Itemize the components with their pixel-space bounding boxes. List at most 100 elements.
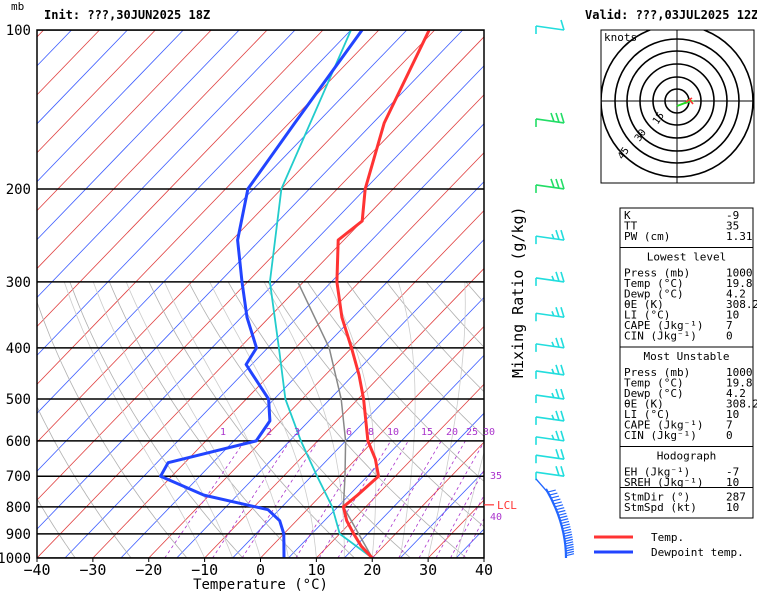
isotherm-line — [0, 30, 435, 558]
barb-shaft — [536, 26, 564, 30]
hodograph-title: knots — [604, 31, 637, 44]
barb-flag — [556, 389, 559, 398]
wind-barb — [536, 307, 564, 321]
mixing-ratio-label: 30 — [483, 427, 495, 438]
barb-flag — [561, 365, 564, 375]
pressure-unit-label: mb — [11, 0, 24, 13]
boundary-layer-barb-tick — [565, 544, 573, 546]
temperature-trace — [337, 30, 429, 558]
moist-adiabat-line — [64, 282, 204, 558]
stat-label: PW (cm) — [624, 230, 670, 243]
barb-flag — [561, 272, 564, 282]
wind-barb — [536, 272, 564, 286]
stat-label: CIN (Jkg⁻¹) — [624, 330, 697, 343]
pressure-tick-label: 700 — [6, 469, 31, 485]
stats-section-title: Hodograph — [657, 450, 717, 463]
wind-barbs — [536, 20, 574, 558]
isotherm-line — [37, 30, 547, 558]
barb-shaft — [536, 236, 564, 240]
dry-adiabat-line — [189, 282, 411, 558]
lcl-label: LCL — [497, 499, 517, 512]
barb-flag — [556, 307, 559, 316]
dry-adiabat-line — [0, 282, 131, 558]
boundary-layer-barb-tick — [561, 521, 569, 523]
moist-adiabat-line — [126, 282, 260, 558]
isotherm-line — [0, 30, 491, 558]
pressure-tick-label: 900 — [6, 527, 31, 543]
barb-flag — [561, 411, 564, 421]
dry-adiabat-line — [307, 282, 578, 558]
barb-shaft — [536, 185, 564, 189]
barb-flag — [561, 230, 564, 240]
init-time: Init: ???,30JUN2025 18Z — [44, 8, 210, 22]
dry-adiabat-line — [30, 282, 187, 558]
barb-flag — [561, 307, 564, 317]
barb-flag — [556, 272, 559, 281]
wind-barb — [536, 449, 564, 463]
pressure-tick-label: 400 — [6, 341, 31, 357]
boundary-layer-barb-tick — [559, 516, 567, 518]
temperature-tick-label: −20 — [135, 561, 162, 579]
boundary-layer-barb-tick — [554, 502, 562, 504]
pressure-tick-label: 100 — [6, 23, 31, 39]
barb-flag — [561, 20, 564, 30]
isotherm-line — [0, 30, 351, 558]
mixing-ratio-line — [319, 441, 391, 558]
boundary-layer-barb-tick — [557, 510, 565, 512]
stat-label: CIN (Jkg⁻¹) — [624, 429, 697, 442]
barb-flag — [556, 365, 559, 374]
barb-flag — [556, 466, 559, 475]
boundary-layer-barb-tick — [555, 505, 563, 507]
legend-label: Dewpoint temp. — [651, 546, 744, 559]
barb-flag — [556, 338, 559, 347]
barb-shaft — [536, 119, 564, 123]
boundary-layer-barb-tick — [566, 549, 574, 551]
temperature-tick-label: 30 — [419, 561, 437, 579]
pressure-tick-label: 600 — [6, 434, 31, 450]
mixing-ratio-label: 15 — [421, 427, 433, 438]
barb-flag — [556, 411, 559, 420]
wind-barb — [536, 389, 564, 403]
barb-flag — [556, 431, 559, 440]
mixing-ratio-label: 10 — [387, 427, 399, 438]
boundary-layer-barb-tick — [558, 513, 566, 515]
barb-shaft — [536, 472, 564, 476]
stat-label: StmSpd (kt) — [624, 501, 697, 514]
boundary-layer-barb-tick — [563, 529, 571, 531]
barb-flag — [556, 230, 559, 239]
mixing-ratio-axis-label: Mixing Ratio (g/kg) — [509, 206, 527, 378]
isotherm-line — [149, 30, 659, 558]
mixing-ratio-label: 6 — [346, 427, 352, 438]
plot-axes: 1002003004005006007008009001000−40−30−20… — [0, 23, 517, 591]
dry-adiabat-line — [0, 282, 19, 558]
wind-barb — [536, 338, 564, 352]
isotherm-line — [9, 30, 519, 558]
barb-flag — [561, 389, 564, 399]
barb-shaft — [536, 417, 564, 421]
stat-value: 0 — [726, 429, 733, 442]
barb-shaft — [536, 278, 564, 282]
temperature-axis-label: Temperature (°C) — [193, 577, 328, 591]
barb-shaft — [536, 313, 564, 317]
isotherm-line — [0, 30, 295, 558]
boundary-layer-barb-tick — [565, 542, 573, 544]
boundary-layer-barb-tick — [566, 554, 574, 556]
barb-flag — [561, 431, 564, 441]
boundary-layer-barb-tick — [556, 508, 564, 510]
barb-shaft — [536, 344, 564, 348]
boundary-layer-barb-tick — [562, 524, 570, 526]
mixing-ratio-label: 40 — [490, 512, 502, 523]
boundary-layer-barb-tick — [566, 547, 574, 549]
stat-value: 0 — [726, 330, 733, 343]
barb-shaft — [536, 455, 564, 459]
mixing-ratio-label: 8 — [368, 427, 374, 438]
barb-shaft — [536, 395, 564, 399]
boundary-layer-barb-tick — [548, 490, 556, 492]
mixing-ratio-label: 2 — [266, 427, 272, 438]
sounding-traces — [161, 30, 430, 558]
mixing-ratio-label: 20 — [446, 427, 458, 438]
pressure-tick-label: 800 — [6, 500, 31, 516]
barb-flag — [561, 338, 564, 348]
